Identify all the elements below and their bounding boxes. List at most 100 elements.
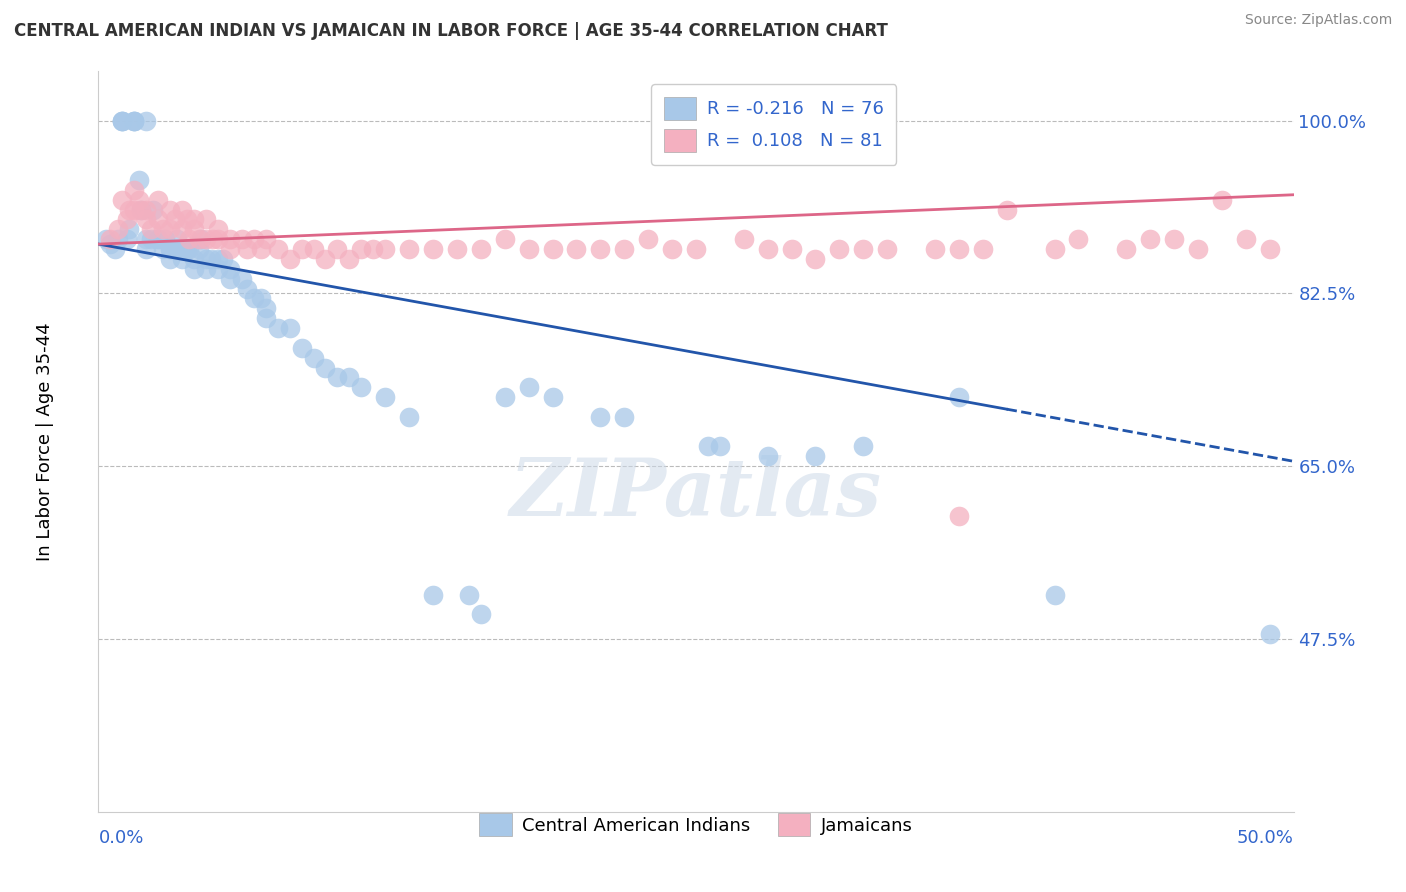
Point	[250, 242, 273, 256]
Point	[374, 390, 396, 404]
Point	[163, 242, 186, 256]
Text: CENTRAL AMERICAN INDIAN VS JAMAICAN IN LABOR FORCE | AGE 35-44 CORRELATION CHART: CENTRAL AMERICAN INDIAN VS JAMAICAN IN L…	[14, 22, 889, 40]
Point	[131, 202, 153, 217]
Point	[152, 222, 174, 236]
Point	[124, 113, 146, 128]
Point	[326, 242, 349, 256]
Point	[124, 113, 146, 128]
Point	[128, 173, 150, 187]
Point	[219, 271, 242, 285]
Point	[350, 380, 373, 394]
Point	[315, 252, 337, 266]
Point	[148, 232, 170, 246]
Point	[1043, 242, 1066, 256]
Point	[637, 232, 659, 246]
Point	[135, 242, 157, 256]
Point	[139, 222, 162, 236]
Point	[589, 409, 612, 424]
Point	[211, 252, 233, 266]
Text: In Labor Force | Age 35-44: In Labor Force | Age 35-44	[35, 322, 53, 561]
Point	[254, 301, 277, 316]
Point	[202, 232, 225, 246]
Point	[166, 232, 188, 246]
Point	[852, 242, 875, 256]
Point	[291, 341, 314, 355]
Point	[250, 292, 273, 306]
Point	[278, 252, 301, 266]
Point	[183, 252, 205, 266]
Point	[470, 607, 492, 622]
Point	[118, 222, 141, 236]
Point	[176, 242, 198, 256]
Point	[187, 232, 209, 246]
Point	[135, 212, 157, 227]
Point	[235, 281, 257, 295]
Legend: Central American Indians, Jamaicans: Central American Indians, Jamaicans	[472, 805, 920, 844]
Point	[326, 370, 349, 384]
Point	[243, 232, 266, 246]
Point	[995, 202, 1018, 217]
Point	[852, 440, 875, 454]
Point	[195, 212, 218, 227]
Point	[291, 242, 314, 256]
Point	[94, 232, 117, 246]
Point	[1067, 232, 1090, 246]
Point	[278, 321, 301, 335]
Point	[339, 252, 361, 266]
Point	[111, 113, 134, 128]
Point	[1258, 627, 1281, 641]
Point	[115, 212, 138, 227]
Point	[104, 242, 127, 256]
Point	[219, 242, 242, 256]
Point	[243, 292, 266, 306]
Point	[398, 242, 420, 256]
Point	[207, 232, 229, 246]
Point	[107, 232, 129, 246]
Point	[111, 193, 134, 207]
Point	[159, 242, 181, 256]
Point	[159, 252, 181, 266]
Point	[195, 261, 218, 276]
Point	[422, 242, 444, 256]
Point	[200, 252, 222, 266]
Point	[207, 252, 229, 266]
Point	[111, 113, 134, 128]
Point	[661, 242, 683, 256]
Point	[148, 212, 170, 227]
Point	[118, 202, 141, 217]
Point	[128, 193, 150, 207]
Point	[972, 242, 994, 256]
Point	[924, 242, 946, 256]
Point	[398, 409, 420, 424]
Point	[267, 321, 290, 335]
Point	[207, 222, 229, 236]
Point	[179, 242, 201, 256]
Point	[131, 202, 153, 217]
Point	[152, 242, 174, 256]
Point	[148, 193, 170, 207]
Point	[1139, 232, 1161, 246]
Point	[315, 360, 337, 375]
Point	[363, 242, 385, 256]
Point	[517, 380, 540, 394]
Point	[139, 232, 162, 246]
Point	[422, 588, 444, 602]
Point	[828, 242, 851, 256]
Point	[195, 232, 218, 246]
Text: ZIPatlas: ZIPatlas	[510, 455, 882, 533]
Point	[876, 242, 898, 256]
Point	[565, 242, 588, 256]
Point	[685, 242, 707, 256]
Point	[135, 232, 157, 246]
Point	[159, 202, 181, 217]
Point	[948, 390, 970, 404]
Text: 0.0%: 0.0%	[98, 830, 143, 847]
Point	[148, 232, 170, 246]
Point	[231, 271, 253, 285]
Point	[155, 232, 177, 246]
Point	[207, 261, 229, 276]
Point	[195, 252, 218, 266]
Point	[339, 370, 361, 384]
Point	[1211, 193, 1233, 207]
Point	[733, 232, 755, 246]
